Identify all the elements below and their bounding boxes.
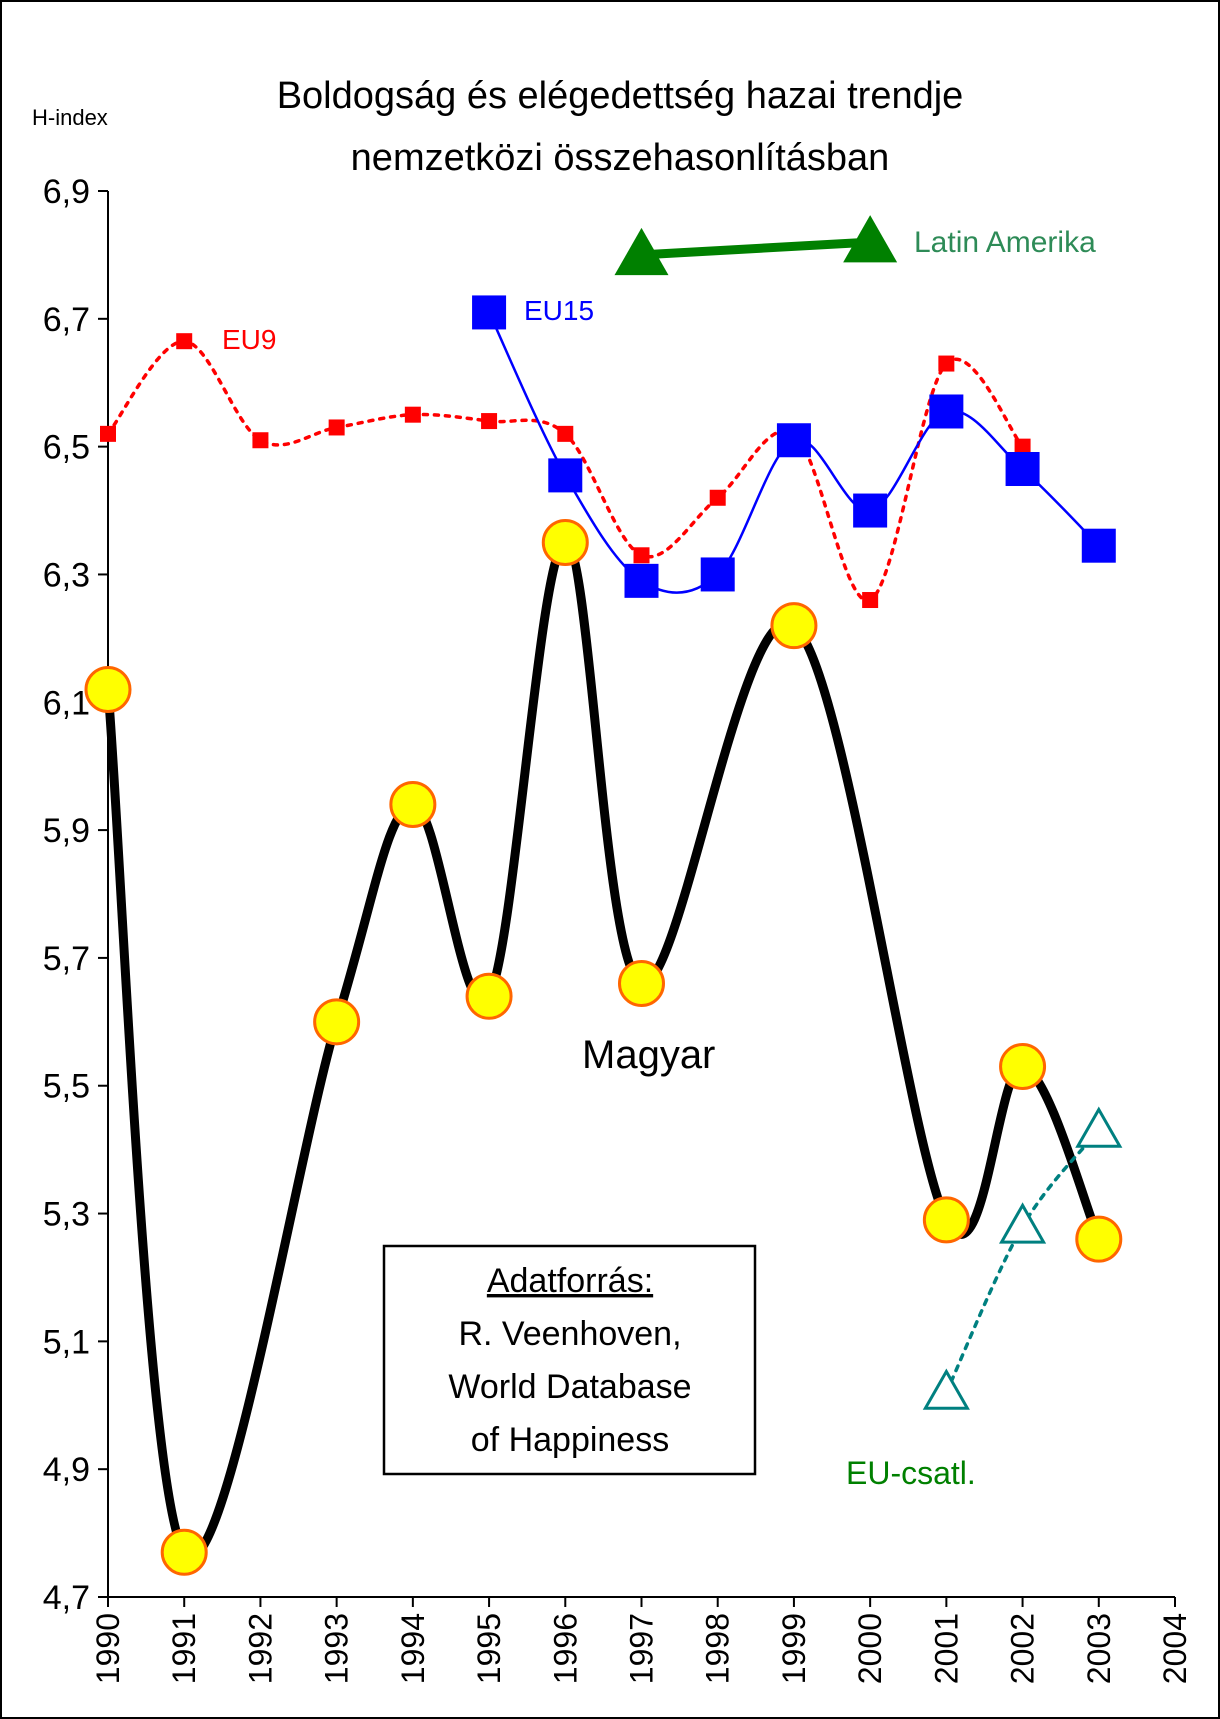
- series-line-eu9: [106, 339, 1025, 602]
- x-tick-label: 1992: [242, 1613, 278, 1684]
- point-eu15-1995: [472, 295, 507, 330]
- point-eu15-1998: [700, 557, 735, 592]
- source-line-2: World Database: [448, 1368, 691, 1406]
- x-tick-label: 1996: [547, 1613, 583, 1684]
- point-magyar-1990: [84, 665, 132, 713]
- x-tick-label: 1991: [166, 1613, 202, 1684]
- axes: 6,9 6,7 6,5 6,3 6,1 5,9 5,7 5,5 5,3 5,1 4,9 4,71990…: [43, 173, 1193, 1684]
- y-tick-label: 6,5: [43, 429, 90, 467]
- label-eu-csatl: EU-csatl.: [846, 1455, 976, 1491]
- y-tick-label: 5,1: [43, 1323, 90, 1361]
- x-tick-label: 2003: [1081, 1613, 1117, 1684]
- point-eu9-1994: [404, 406, 421, 423]
- y-tick-label: 6,3: [43, 556, 90, 594]
- point-eu9-1993: [328, 419, 345, 436]
- point-eu15-2003: [1081, 528, 1116, 563]
- point-eu9-1996: [557, 425, 574, 442]
- point-eu15-2001: [929, 394, 964, 429]
- y-tick-label: 5,3: [43, 1196, 90, 1234]
- point-eu9-2001: [938, 355, 955, 372]
- x-tick-label: 2000: [852, 1613, 888, 1684]
- point-eu9-1997: [633, 547, 650, 564]
- point-latin-amerika-1997: [614, 227, 669, 276]
- chart-title-line-2: nemzetközi összehasonlításban: [351, 137, 890, 179]
- x-tick-label: 2001: [928, 1613, 964, 1684]
- point-eu9-2000: [862, 592, 879, 609]
- label-latin-amerika: Latin Amerika: [914, 226, 1096, 259]
- point-eu9-1990: [100, 425, 116, 442]
- x-tick-label: 1997: [624, 1613, 660, 1684]
- y-tick-label: 5,9: [43, 812, 90, 850]
- point-magyar-2001: [922, 1196, 970, 1244]
- point-eu-csatl-2003: [1075, 1106, 1123, 1148]
- label-eu15: EU15: [524, 295, 594, 326]
- source-box: Adatforrás: R. Veenhoven, World Database…: [382, 1244, 757, 1476]
- x-tick-label: 1993: [319, 1613, 355, 1684]
- y-tick-label: 4,7: [43, 1579, 90, 1617]
- source-heading: Adatforrás:: [487, 1262, 653, 1300]
- y-tick-label: 6,1: [43, 684, 90, 722]
- series-layer: [84, 215, 1123, 1576]
- point-eu15-1997: [624, 563, 659, 598]
- point-eu-csatl-2001: [922, 1368, 970, 1410]
- point-eu15-1999: [776, 423, 811, 458]
- source-line-1: R. Veenhoven,: [458, 1315, 681, 1353]
- chart-title-line-1: Boldogság és elégedettség hazai trendje: [277, 75, 964, 117]
- x-tick-label: 1994: [395, 1613, 431, 1684]
- y-tick-label: 6,7: [43, 301, 90, 339]
- point-magyar-1999: [770, 602, 818, 650]
- x-tick-label: 1998: [700, 1613, 736, 1684]
- y-axis-label: H-index: [32, 105, 108, 130]
- x-tick-label: 1990: [90, 1613, 126, 1684]
- point-magyar-1996: [541, 519, 589, 566]
- y-tick-label: 6,9: [43, 173, 90, 211]
- point-magyar-1991: [160, 1528, 208, 1576]
- y-tick-label: 5,7: [43, 940, 90, 978]
- y-tick-label: 4,9: [43, 1451, 90, 1489]
- label-eu9: EU9: [222, 324, 276, 355]
- x-tick-label: 1999: [776, 1613, 812, 1684]
- point-magyar-1997: [618, 959, 665, 1007]
- point-eu15-2002: [1005, 452, 1040, 487]
- label-magyar: Magyar: [582, 1033, 715, 1077]
- point-eu9-1995: [481, 413, 498, 430]
- point-eu15-1996: [548, 458, 583, 493]
- point-eu15-2000: [853, 493, 888, 528]
- point-magyar-2002: [999, 1043, 1047, 1091]
- point-magyar-2003: [1075, 1215, 1123, 1263]
- series-line-latin-amerika: [637, 237, 875, 260]
- y-tick-label: 5,5: [43, 1068, 90, 1106]
- point-eu9-1991: [176, 333, 193, 350]
- point-latin-amerika-2000: [843, 215, 898, 263]
- x-tick-label: 2004: [1157, 1613, 1193, 1684]
- point-eu9-2002: [1014, 438, 1031, 455]
- x-tick-label: 2002: [1005, 1613, 1041, 1684]
- point-eu-csatl-2002: [998, 1202, 1047, 1244]
- point-eu9-1992: [252, 432, 269, 449]
- point-magyar-1995: [465, 972, 513, 1020]
- point-magyar-1993: [313, 998, 361, 1046]
- point-eu9-1998: [709, 489, 726, 506]
- source-line-3: of Happiness: [471, 1421, 669, 1459]
- point-magyar-1994: [389, 781, 437, 829]
- x-tick-label: 1995: [471, 1613, 507, 1684]
